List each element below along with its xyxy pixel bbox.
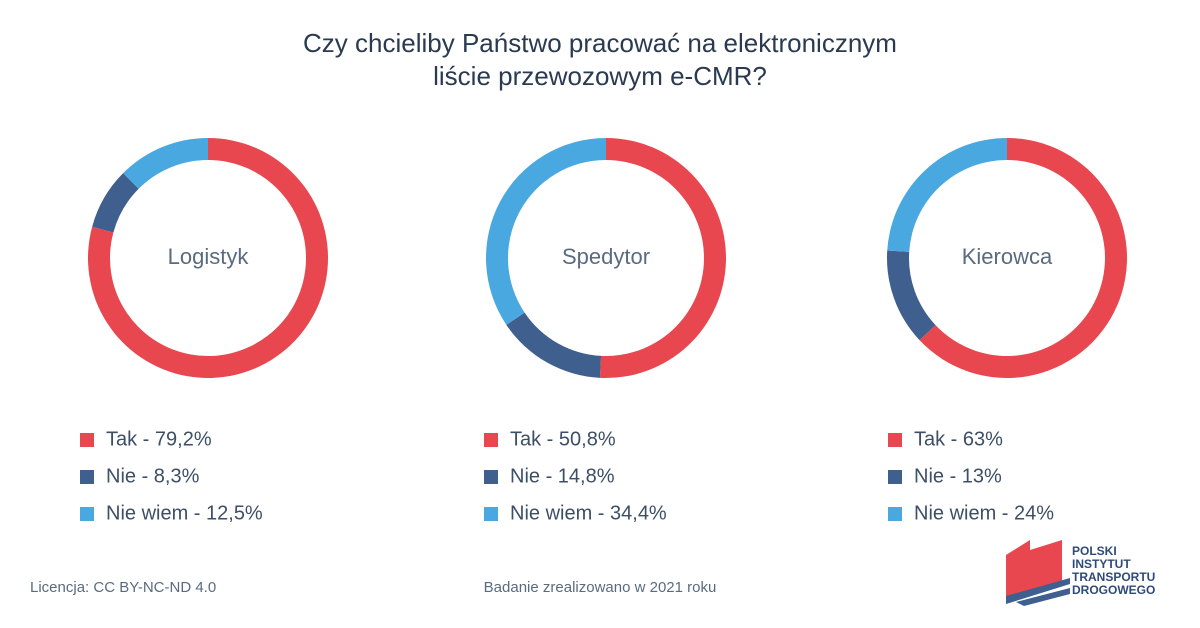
donut-label: Spedytor xyxy=(562,244,650,269)
legend-label: Nie wiem - 34,4% xyxy=(510,502,667,524)
legend-label: Nie wiem - 12,5% xyxy=(106,502,263,524)
donut-segment xyxy=(92,173,139,233)
title-line: Czy chcieliby Państwo pracować na elektr… xyxy=(303,28,897,58)
footer-note: Badanie zrealizowano w 2021 roku xyxy=(484,579,717,596)
legend-label: Nie - 13% xyxy=(914,465,1002,487)
license: Licencja: CC BY-NC-ND 4.0 xyxy=(30,579,216,596)
legend-swatch xyxy=(888,507,902,521)
legend-swatch xyxy=(80,507,94,521)
donut-segment xyxy=(506,312,602,378)
logo-text: POLSKI xyxy=(1072,544,1117,558)
logo-stripe xyxy=(1016,588,1070,606)
legend-swatch xyxy=(484,507,498,521)
legend-swatch xyxy=(888,470,902,484)
logo-text: INSTYTUT xyxy=(1072,557,1131,571)
title-line: liście przewozowym e-CMR? xyxy=(433,61,767,91)
legend-swatch xyxy=(80,470,94,484)
logo: POLSKI INSTYTUT TRANSPORTU DROGOWEGO xyxy=(1006,540,1155,606)
donut-segment xyxy=(599,138,726,378)
donut-segment xyxy=(887,250,936,341)
legend-label: Tak - 79,2% xyxy=(106,428,212,450)
donut-label: Kierowca xyxy=(962,244,1053,269)
logo-text: DROGOWEGO xyxy=(1072,583,1155,597)
logo-stripe xyxy=(1006,578,1070,604)
legend-label: Tak - 50,8% xyxy=(510,428,616,450)
donut-label: Logistyk xyxy=(168,244,250,269)
donut-segment xyxy=(123,138,208,189)
legend-label: Nie - 8,3% xyxy=(106,465,200,487)
donut-segment xyxy=(887,138,1007,252)
logo-text: TRANSPORTU xyxy=(1072,570,1155,584)
legend-swatch xyxy=(484,470,498,484)
legend-label: Nie wiem - 24% xyxy=(914,502,1054,524)
donut-segment xyxy=(919,138,1127,378)
legend-swatch xyxy=(888,433,902,447)
legend-swatch xyxy=(80,433,94,447)
donut-segment xyxy=(486,138,606,325)
legend-label: Nie - 14,8% xyxy=(510,465,615,487)
legend-label: Tak - 63% xyxy=(914,428,1003,450)
legend-swatch xyxy=(484,433,498,447)
